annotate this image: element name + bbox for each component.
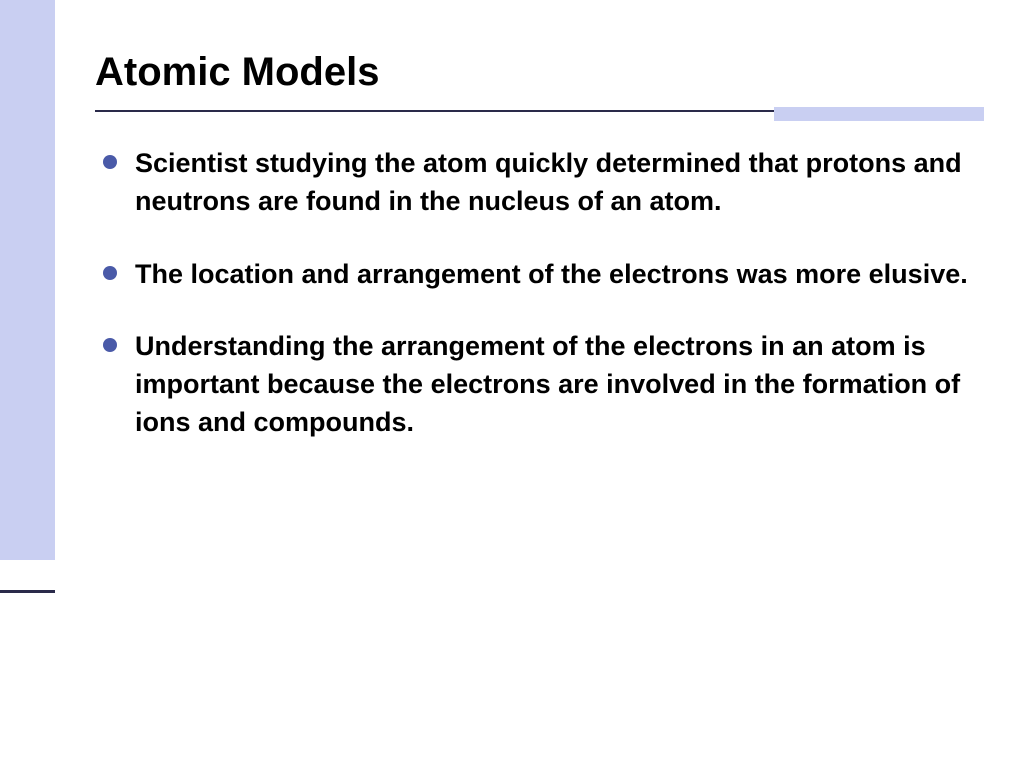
- underline-accent-block: [774, 107, 984, 121]
- bullet-text: The location and arrangement of the elec…: [135, 259, 968, 289]
- title-underline: [95, 110, 984, 120]
- slide-title: Atomic Models: [95, 50, 984, 95]
- bullet-list: Scientist studying the atom quickly dete…: [95, 145, 984, 442]
- bullet-text: Understanding the arrangement of the ele…: [135, 331, 960, 437]
- bullet-dot-icon: [103, 338, 117, 352]
- bullet-text: Scientist studying the atom quickly dete…: [135, 148, 962, 216]
- slide-content: Atomic Models Scientist studying the ato…: [95, 50, 984, 477]
- bullet-item: The location and arrangement of the elec…: [125, 256, 984, 294]
- bullet-item: Understanding the arrangement of the ele…: [125, 328, 984, 441]
- bullet-item: Scientist studying the atom quickly dete…: [125, 145, 984, 221]
- bottom-left-line-accent: [0, 590, 55, 593]
- bullet-dot-icon: [103, 266, 117, 280]
- left-sidebar-accent: [0, 0, 55, 560]
- bullet-dot-icon: [103, 155, 117, 169]
